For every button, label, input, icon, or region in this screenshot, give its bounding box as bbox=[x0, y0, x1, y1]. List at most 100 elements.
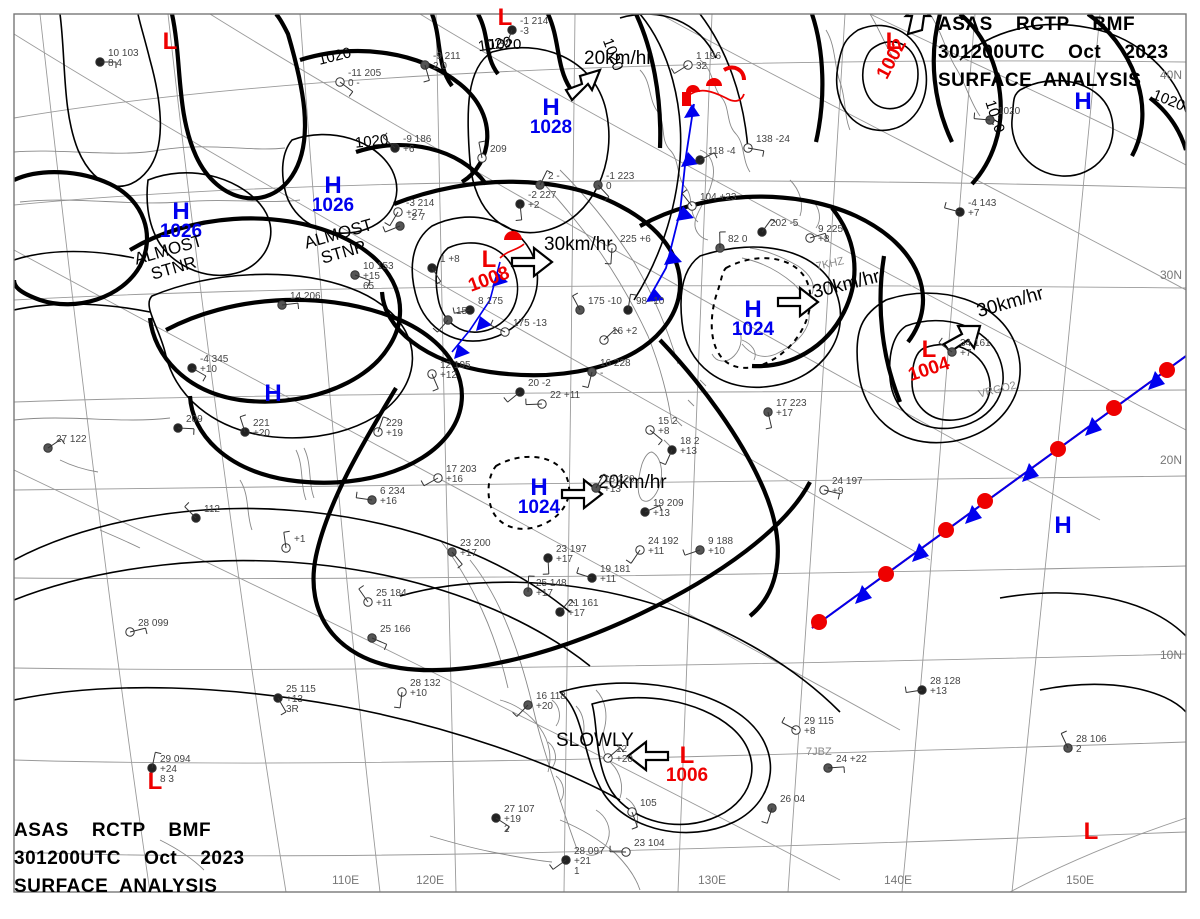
station-value: 138 -24 bbox=[756, 134, 790, 145]
station-plot bbox=[184, 502, 201, 523]
footer-line-3: SURFACE ANALYSIS bbox=[14, 876, 218, 897]
station-value: 225 +6 bbox=[620, 234, 651, 245]
station-plot bbox=[515, 199, 525, 221]
station-plot bbox=[591, 473, 610, 493]
station-value: 14 206 bbox=[290, 291, 321, 302]
station-plot bbox=[670, 60, 693, 74]
station-value: 1 bbox=[574, 866, 580, 877]
station-value: +7 bbox=[960, 348, 972, 359]
pressure-center-h-1026-west: H 1026 bbox=[158, 200, 204, 242]
station-value: +10 bbox=[200, 364, 217, 375]
station-plot bbox=[452, 305, 475, 315]
station-value: 118 -4 bbox=[708, 146, 736, 157]
station-plot bbox=[599, 328, 621, 345]
station-plot bbox=[512, 700, 533, 717]
station-value: 16 +2 bbox=[612, 326, 638, 337]
station-plot bbox=[973, 112, 995, 125]
lat-label-40n: 40N bbox=[1160, 68, 1183, 82]
pressure-center-l-southeast: L bbox=[1076, 820, 1106, 844]
station-value: +13 bbox=[930, 686, 947, 697]
station-plot bbox=[645, 425, 663, 446]
station-plot bbox=[503, 387, 525, 403]
motion-arrow-l1008 bbox=[510, 245, 554, 279]
pressure-center-l-1002: L 1002 bbox=[870, 28, 916, 83]
station-plot bbox=[382, 221, 405, 233]
station-plot bbox=[805, 232, 828, 243]
motion-label-l1008: 30km/hr bbox=[544, 234, 613, 255]
station-value: 16 228 bbox=[600, 358, 631, 369]
low-glyph: L bbox=[885, 28, 901, 55]
station-plot bbox=[382, 132, 400, 153]
station-value: 10 103 bbox=[108, 48, 139, 59]
station-plot bbox=[681, 189, 697, 211]
pressure-center-l-topleft: L bbox=[155, 30, 185, 54]
station-value: 1 196 bbox=[696, 51, 721, 62]
station-plot bbox=[535, 170, 553, 190]
station-value: +11 bbox=[376, 598, 393, 609]
motion-arrows bbox=[510, 14, 982, 773]
pressure-center-h-1026-east: H 1026 bbox=[310, 174, 356, 216]
station-plot bbox=[490, 319, 510, 337]
motion-arrow-l1002 bbox=[903, 14, 933, 36]
station-plot bbox=[623, 293, 637, 315]
high-glyph: H bbox=[542, 94, 560, 121]
station-plot bbox=[173, 423, 195, 435]
station-plot bbox=[350, 270, 371, 287]
station-value: 26 04 bbox=[780, 794, 805, 805]
station-plot bbox=[627, 807, 638, 830]
station-plot bbox=[593, 180, 610, 202]
station-plot bbox=[604, 243, 617, 265]
station-value: +27 bbox=[406, 208, 423, 219]
high-glyph: H bbox=[1074, 88, 1092, 115]
station-value: 23 200 bbox=[460, 538, 491, 549]
cold-front-korea-japan bbox=[646, 103, 700, 302]
station-value: 202 -5 bbox=[770, 218, 799, 229]
pressure-center-h-right: H bbox=[1068, 88, 1098, 115]
station-value: -3 bbox=[520, 26, 529, 37]
station-value: -2 7 bbox=[408, 212, 426, 223]
station-value: 6 234 bbox=[380, 486, 405, 497]
high-value: 1026 bbox=[159, 221, 203, 242]
pressure-center-h-pacific: H bbox=[1048, 512, 1078, 539]
station-value: 105 bbox=[640, 798, 657, 809]
station-value: +13 bbox=[286, 694, 303, 705]
station-value: 24 +22 bbox=[836, 754, 867, 765]
station-value: 22 +11 bbox=[550, 390, 581, 401]
station-value: -1 214 bbox=[520, 16, 549, 27]
station-value: +8 bbox=[818, 234, 830, 245]
station-plot bbox=[187, 363, 207, 382]
station-plot bbox=[281, 530, 291, 553]
station-value: -3 214 bbox=[406, 198, 435, 209]
station-plot bbox=[147, 751, 162, 773]
pressure-center-l-1008: L 1008 bbox=[465, 248, 512, 297]
station-value: 98 -10 bbox=[636, 296, 665, 307]
station-value: +11 bbox=[600, 574, 617, 585]
high-value: 1024 bbox=[517, 497, 561, 518]
station-plot bbox=[373, 416, 390, 437]
high-glyph: H bbox=[1054, 512, 1072, 539]
station-value: 12 bbox=[616, 744, 628, 755]
station-plot bbox=[500, 25, 517, 46]
station-value: 10 153 bbox=[363, 261, 394, 272]
station-value: 209 bbox=[186, 414, 203, 425]
station-plot bbox=[394, 687, 407, 709]
station-value: +13 bbox=[653, 508, 670, 519]
station-value: +17 bbox=[460, 548, 477, 559]
station-plot bbox=[427, 369, 439, 392]
station-value: +20 bbox=[616, 754, 633, 765]
station-value: 20 -2 bbox=[528, 378, 551, 389]
station-value: +2 bbox=[528, 200, 540, 211]
station-value: +17 bbox=[568, 608, 585, 619]
station-value: 112 bbox=[204, 504, 220, 515]
station-value: +16 bbox=[446, 474, 463, 485]
station-value: +13 bbox=[680, 446, 697, 457]
station-value: 1 +8 bbox=[440, 254, 460, 265]
station-value: 32 bbox=[696, 61, 708, 72]
stationary-front-pacific bbox=[811, 355, 1186, 630]
station-plot bbox=[95, 57, 117, 68]
pressure-center-l-top: L bbox=[490, 6, 520, 30]
station-plot bbox=[682, 545, 705, 556]
station-plot bbox=[542, 553, 553, 575]
station-plot bbox=[427, 263, 442, 286]
station-value: +8 bbox=[804, 726, 816, 737]
